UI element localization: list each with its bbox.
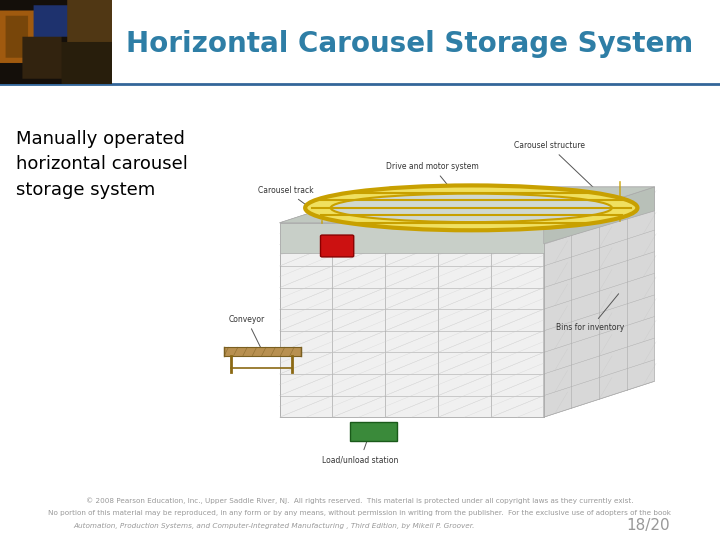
Text: Bins for inventory: Bins for inventory (557, 294, 625, 333)
Polygon shape (544, 187, 654, 244)
Text: Load/unload station: Load/unload station (323, 426, 399, 464)
Text: Automation, Production Systems, and Computer-Integrated Manufacturing , Third Ed: Automation, Production Systems, and Comp… (73, 523, 474, 529)
Text: © 2008 Pearson Education, Inc., Upper Saddle River, NJ.  All rights reserved.  T: © 2008 Pearson Education, Inc., Upper Sa… (86, 498, 634, 504)
Ellipse shape (305, 185, 637, 230)
Text: Conveyor: Conveyor (228, 314, 265, 349)
Text: 18/20: 18/20 (626, 518, 670, 534)
Polygon shape (279, 223, 544, 253)
Text: Carousel track: Carousel track (258, 186, 328, 221)
FancyBboxPatch shape (320, 235, 354, 257)
Polygon shape (279, 223, 544, 417)
Text: No portion of this material may be reproduced, in any form or by any means, with: No portion of this material may be repro… (48, 510, 672, 516)
Polygon shape (224, 347, 301, 356)
Polygon shape (279, 187, 654, 223)
Text: Manually operated
horizontal carousel
storage system: Manually operated horizontal carousel st… (16, 130, 188, 199)
Text: Carousel structure: Carousel structure (514, 141, 597, 191)
Ellipse shape (330, 194, 612, 222)
Text: Drive and motor system: Drive and motor system (386, 162, 479, 212)
Polygon shape (279, 187, 654, 223)
Text: Horizontal Carousel Storage System: Horizontal Carousel Storage System (126, 30, 693, 58)
Polygon shape (544, 187, 654, 417)
Bar (350, 422, 397, 441)
